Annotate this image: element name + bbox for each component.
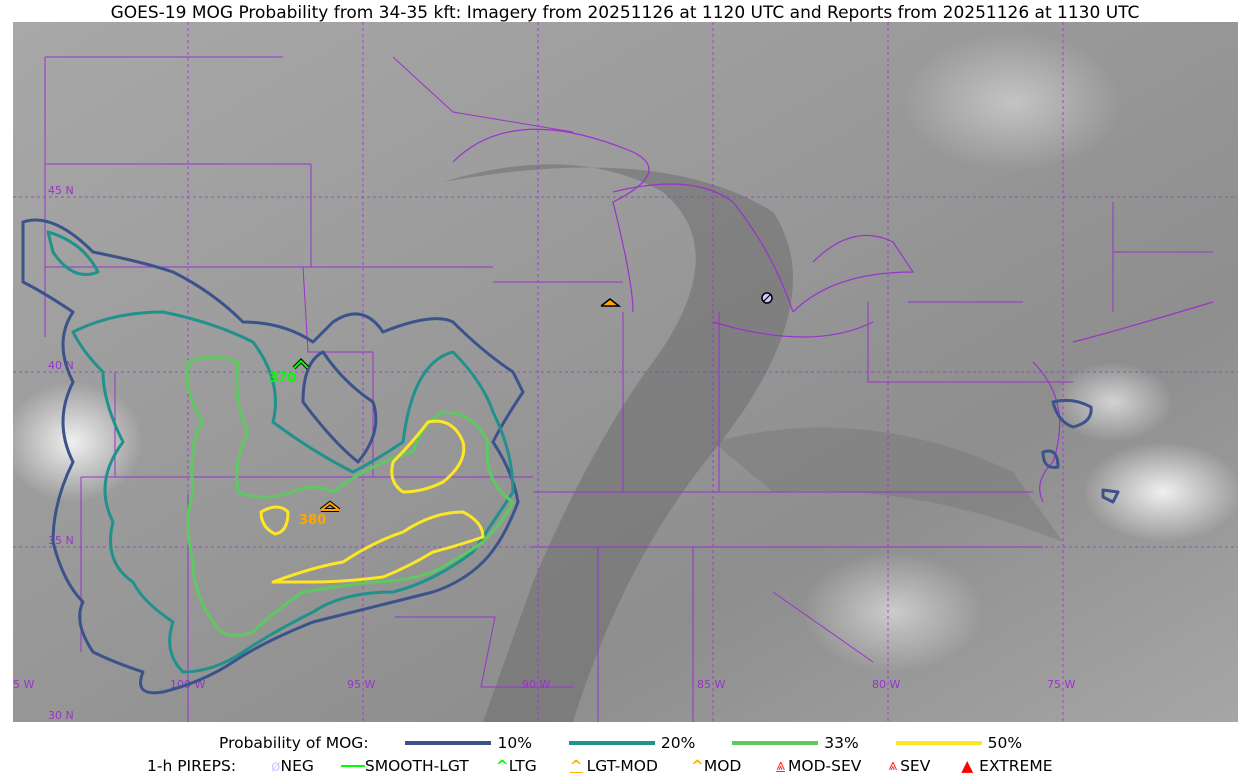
lgt-mod-icon: ^ [569, 756, 583, 775]
legend-label: SEV [900, 756, 931, 775]
contour-10pct [301, 350, 378, 464]
legend-swatch-20 [568, 740, 655, 745]
legend-label: LTG [508, 756, 537, 775]
extreme-icon: ▲ [961, 756, 974, 775]
lon-label: 75 W [1047, 678, 1075, 691]
smooth-lgt-icon [340, 764, 365, 767]
contour-10pct [1041, 398, 1120, 504]
legend-label: SMOOTH-LGT [364, 756, 469, 775]
legend-swatch-33 [732, 740, 819, 745]
neg-icon: ø [271, 756, 281, 775]
mod-icon: ^ [690, 756, 704, 775]
pirep-lgt-mod[interactable]: 380 [299, 500, 341, 528]
legend-label: 10% [497, 733, 532, 752]
legend-label: NEG [280, 756, 314, 775]
legend-title: Probability of MOG: [219, 733, 369, 752]
lgt-mod-icon [600, 298, 622, 307]
contour-50pct [259, 419, 485, 584]
pirep-legend: 1-h PIREPS: øNEG SMOOTH-LGT ^LTG ^ LGT-MO… [147, 756, 1053, 775]
dry-band [443, 164, 793, 722]
legend-swatch-50 [895, 740, 982, 745]
lon-label: 90 W [522, 678, 550, 691]
lon-label: 105 W [13, 678, 34, 691]
legend-title: 1-h PIREPS: [147, 756, 237, 775]
lat-lon-grid [13, 22, 1238, 722]
probability-legend: Probability of MOG: 10% 20% 33% 50% [219, 733, 1022, 752]
ltg-icon: ^ [495, 756, 509, 775]
lat-label: 40 N [48, 359, 74, 372]
mod-sev-icon: ⩓ [776, 756, 786, 774]
lon-label: 80 W [872, 678, 900, 691]
contour-33pct [185, 355, 515, 637]
pirep-altitude-label: 380 [299, 513, 326, 528]
cloud [903, 32, 1123, 172]
legend-label: LGT-MOD [586, 756, 658, 775]
pirep-altitude-label: 370 [269, 371, 296, 386]
contour-20pct [46, 230, 515, 674]
pirep-ltg[interactable]: 370 [269, 358, 310, 386]
contour-10pct [21, 218, 525, 695]
lat-label: 30 N [48, 709, 74, 722]
cloud [803, 552, 983, 672]
map-title: GOES-19 MOG Probability from 34-35 kft: … [110, 3, 1140, 23]
sev-icon: ⩓ [888, 756, 898, 774]
pirep-lgt-mod[interactable] [600, 298, 622, 307]
legend-swatch-10 [405, 740, 492, 745]
legend-label: MOD [703, 756, 742, 775]
legend-label: 50% [987, 733, 1023, 752]
legend-label: MOD-SEV [788, 756, 862, 775]
lon-label: 85 W [697, 678, 725, 691]
cloud [1083, 442, 1238, 542]
state-borders [44, 56, 1214, 722]
legend-label: 20% [660, 733, 696, 752]
legend-label: 33% [824, 733, 859, 752]
lon-label: 95 W [347, 678, 375, 691]
satellite-map[interactable]: 45 N 40 N 35 N 30 N 105 W 100 W 95 W 90 … [13, 22, 1238, 722]
legend-label: EXTREME [979, 756, 1053, 775]
lat-label: 45 N [48, 184, 74, 197]
pirep-neg[interactable] [761, 292, 773, 304]
